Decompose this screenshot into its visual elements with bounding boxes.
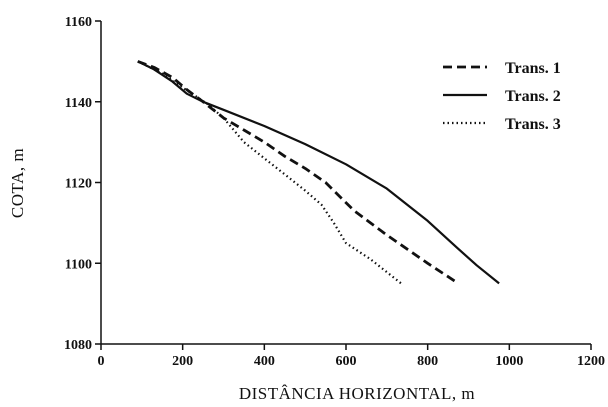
y-tick-label: 1080 xyxy=(64,338,92,353)
plot-area xyxy=(137,60,500,285)
y-tick-label: 1160 xyxy=(65,15,92,30)
x-tick-label: 600 xyxy=(336,354,357,369)
x-tick-label: 1200 xyxy=(577,354,605,369)
series-line-2 xyxy=(137,60,500,285)
legend-label-2: Trans. 2 xyxy=(505,88,561,105)
x-tick-label: 400 xyxy=(254,354,275,369)
x-tick-label: 0 xyxy=(98,354,105,369)
y-axis-title: COTA, m xyxy=(8,148,27,218)
y-tick-label: 1120 xyxy=(65,177,92,192)
y-tick-label: 1140 xyxy=(65,96,92,111)
x-tick-label: 200 xyxy=(172,354,193,369)
series-line-1 xyxy=(137,60,460,285)
x-tick-label: 1000 xyxy=(495,354,523,369)
legend: Trans. 1 Trans. 2 Trans. 3 xyxy=(443,60,561,133)
axes: 0 200 400 600 800 1000 1200 1080 1100 1120 1140 116… xyxy=(64,15,605,369)
legend-label-1: Trans. 1 xyxy=(505,60,561,77)
legend-label-3: Trans. 3 xyxy=(505,116,561,133)
x-axis-title: DISTÂNCIA HORIZONTAL, m xyxy=(239,384,475,403)
x-tick-label: 800 xyxy=(417,354,438,369)
y-tick-label: 1100 xyxy=(65,257,92,272)
